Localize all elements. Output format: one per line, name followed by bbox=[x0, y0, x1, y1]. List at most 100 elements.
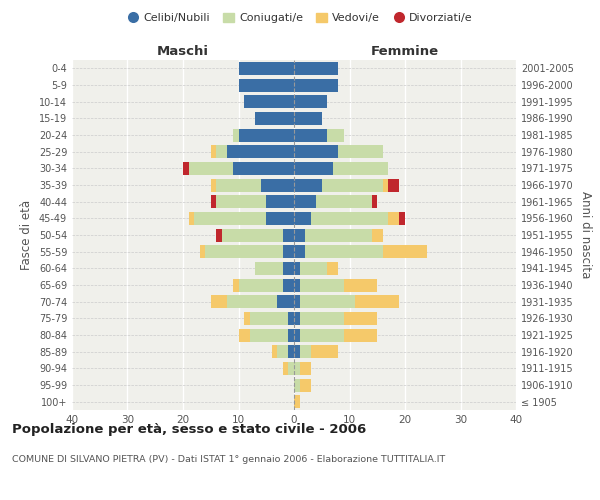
Bar bbox=[294, 128, 328, 141]
Bar bbox=[277, 295, 294, 308]
Bar bbox=[283, 245, 294, 258]
Bar bbox=[294, 312, 299, 325]
Bar bbox=[305, 228, 372, 241]
Bar bbox=[294, 295, 299, 308]
Bar bbox=[355, 295, 400, 308]
Bar bbox=[294, 228, 305, 241]
Bar bbox=[188, 162, 233, 175]
Bar bbox=[294, 95, 328, 108]
Bar bbox=[244, 312, 250, 325]
Bar bbox=[388, 212, 400, 225]
Bar bbox=[217, 145, 227, 158]
Bar bbox=[266, 195, 294, 208]
Bar bbox=[294, 262, 299, 275]
Bar bbox=[294, 162, 333, 175]
Bar bbox=[322, 178, 383, 192]
Bar bbox=[294, 78, 338, 92]
Bar bbox=[227, 145, 294, 158]
Bar bbox=[250, 328, 289, 342]
Bar bbox=[239, 62, 294, 75]
Bar bbox=[239, 328, 250, 342]
Bar bbox=[239, 278, 283, 291]
Bar bbox=[211, 295, 227, 308]
Bar bbox=[328, 262, 338, 275]
Bar bbox=[217, 228, 222, 241]
Bar bbox=[344, 278, 377, 291]
Bar bbox=[299, 262, 328, 275]
Bar bbox=[294, 62, 338, 75]
Bar bbox=[388, 178, 400, 192]
Bar bbox=[294, 395, 299, 408]
Bar bbox=[183, 162, 188, 175]
Bar bbox=[200, 245, 205, 258]
Bar bbox=[283, 262, 294, 275]
Bar bbox=[299, 378, 311, 392]
Bar bbox=[372, 228, 383, 241]
Bar bbox=[289, 345, 294, 358]
Bar bbox=[188, 212, 194, 225]
Y-axis label: Anni di nascita: Anni di nascita bbox=[579, 192, 592, 278]
Bar bbox=[294, 362, 299, 375]
Bar bbox=[294, 195, 316, 208]
Bar bbox=[305, 245, 383, 258]
Bar bbox=[383, 245, 427, 258]
Bar bbox=[294, 245, 305, 258]
Y-axis label: Fasce di età: Fasce di età bbox=[20, 200, 33, 270]
Bar bbox=[289, 328, 294, 342]
Bar bbox=[311, 212, 388, 225]
Bar bbox=[239, 128, 294, 141]
Bar bbox=[294, 328, 299, 342]
Bar bbox=[233, 128, 239, 141]
Bar bbox=[194, 212, 266, 225]
Bar bbox=[272, 345, 277, 358]
Bar bbox=[372, 195, 377, 208]
Bar bbox=[294, 378, 299, 392]
Bar bbox=[338, 145, 383, 158]
Bar bbox=[266, 212, 294, 225]
Bar bbox=[299, 328, 344, 342]
Bar bbox=[294, 145, 338, 158]
Bar bbox=[217, 195, 266, 208]
Bar bbox=[233, 278, 239, 291]
Bar bbox=[299, 312, 344, 325]
Bar bbox=[299, 295, 355, 308]
Bar bbox=[233, 162, 294, 175]
Bar bbox=[294, 212, 311, 225]
Bar bbox=[255, 112, 294, 125]
Text: Maschi: Maschi bbox=[157, 46, 209, 59]
Bar bbox=[299, 345, 311, 358]
Bar bbox=[250, 312, 289, 325]
Bar bbox=[205, 245, 283, 258]
Bar bbox=[383, 178, 388, 192]
Bar bbox=[400, 212, 405, 225]
Bar bbox=[239, 78, 294, 92]
Bar bbox=[217, 178, 261, 192]
Bar bbox=[294, 112, 322, 125]
Bar bbox=[211, 195, 217, 208]
Bar bbox=[222, 228, 283, 241]
Bar bbox=[328, 128, 344, 141]
Bar bbox=[283, 278, 294, 291]
Legend: Celibi/Nubili, Coniugati/e, Vedovi/e, Divorziati/e: Celibi/Nubili, Coniugati/e, Vedovi/e, Di… bbox=[124, 8, 476, 28]
Bar bbox=[316, 195, 372, 208]
Bar bbox=[211, 178, 217, 192]
Bar bbox=[283, 228, 294, 241]
Bar bbox=[255, 262, 283, 275]
Bar bbox=[283, 362, 289, 375]
Bar bbox=[344, 312, 377, 325]
Bar bbox=[333, 162, 388, 175]
Bar bbox=[211, 145, 217, 158]
Text: COMUNE DI SILVANO PIETRA (PV) - Dati ISTAT 1° gennaio 2006 - Elaborazione TUTTIT: COMUNE DI SILVANO PIETRA (PV) - Dati IST… bbox=[12, 455, 445, 464]
Bar bbox=[244, 95, 294, 108]
Bar bbox=[227, 295, 277, 308]
Bar bbox=[344, 328, 377, 342]
Bar bbox=[311, 345, 338, 358]
Bar bbox=[294, 278, 299, 291]
Bar bbox=[294, 345, 299, 358]
Bar bbox=[299, 362, 311, 375]
Text: Femmine: Femmine bbox=[371, 46, 439, 59]
Bar bbox=[294, 178, 322, 192]
Bar bbox=[261, 178, 294, 192]
Bar bbox=[299, 278, 344, 291]
Bar bbox=[277, 345, 289, 358]
